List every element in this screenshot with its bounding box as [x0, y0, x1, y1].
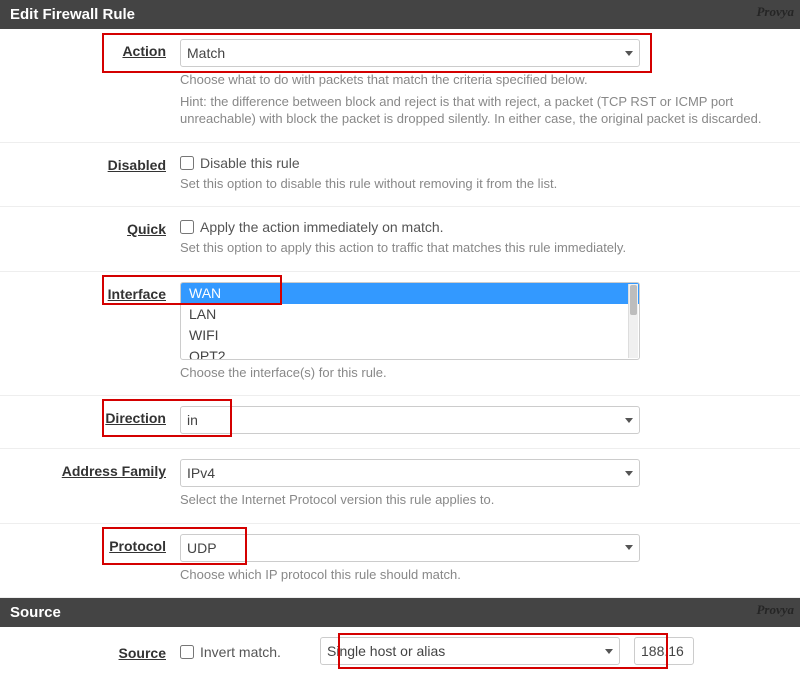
- source-address-input[interactable]: [634, 637, 694, 665]
- label-interface: Interface: [0, 282, 180, 302]
- row-quick: Quick Apply the action immediately on ma…: [0, 207, 800, 272]
- source-invert-checkbox[interactable]: [180, 645, 194, 659]
- interface-hint: Choose the interface(s) for this rule.: [180, 364, 790, 382]
- interface-scrollbar[interactable]: [628, 284, 638, 358]
- interface-listbox[interactable]: WAN LAN WIFI OPT2: [180, 282, 640, 360]
- direction-select[interactable]: in: [180, 406, 640, 434]
- label-address-family: Address Family: [0, 459, 180, 479]
- chevron-down-icon: [625, 471, 633, 476]
- watermark-source: Provya: [756, 602, 794, 618]
- source-type-select[interactable]: Single host or alias: [320, 637, 620, 665]
- label-quick: Quick: [0, 217, 180, 237]
- action-select[interactable]: Match: [180, 39, 640, 67]
- label-protocol: Protocol: [0, 534, 180, 554]
- action-hint2: Hint: the difference between block and r…: [180, 93, 790, 128]
- interface-option-opt2[interactable]: OPT2: [181, 346, 639, 360]
- label-action: Action: [0, 39, 180, 59]
- section-header-source: Source Provya: [0, 598, 800, 627]
- chevron-down-icon: [625, 51, 633, 56]
- direction-select-value: in: [187, 412, 198, 428]
- row-source: Source Invert match. Single host or alia…: [0, 627, 800, 679]
- protocol-select[interactable]: UDP: [180, 534, 640, 562]
- quick-checkbox-label: Apply the action immediately on match.: [200, 219, 444, 235]
- label-direction: Direction: [0, 406, 180, 426]
- section-header-edit-rule: Edit Firewall Rule Provya: [0, 0, 800, 29]
- chevron-down-icon: [625, 418, 633, 423]
- action-hint1: Choose what to do with packets that matc…: [180, 71, 790, 89]
- protocol-hint: Choose which IP protocol this rule shoul…: [180, 566, 790, 584]
- row-address-family: Address Family IPv4 Select the Internet …: [0, 449, 800, 524]
- row-direction: Direction in: [0, 396, 800, 449]
- row-action: Action Match Choose what to do with pack…: [0, 29, 800, 143]
- address-family-select[interactable]: IPv4: [180, 459, 640, 487]
- watermark: Provya: [756, 4, 794, 20]
- disabled-checkbox-label: Disable this rule: [200, 155, 300, 171]
- address-family-hint: Select the Internet Protocol version thi…: [180, 491, 790, 509]
- action-select-value: Match: [187, 45, 225, 61]
- label-disabled: Disabled: [0, 153, 180, 173]
- quick-checkbox[interactable]: [180, 220, 194, 234]
- quick-hint: Set this option to apply this action to …: [180, 239, 790, 257]
- section-title-source: Source: [10, 604, 61, 621]
- interface-option-wan[interactable]: WAN: [181, 283, 639, 304]
- interface-option-wifi[interactable]: WIFI: [181, 325, 639, 346]
- interface-option-lan[interactable]: LAN: [181, 304, 639, 325]
- address-family-select-value: IPv4: [187, 465, 215, 481]
- chevron-down-icon: [605, 649, 613, 654]
- row-disabled: Disabled Disable this rule Set this opti…: [0, 143, 800, 208]
- section-title: Edit Firewall Rule: [10, 6, 135, 23]
- row-protocol: Protocol UDP Choose which IP protocol th…: [0, 524, 800, 599]
- disabled-checkbox[interactable]: [180, 156, 194, 170]
- row-interface: Interface WAN LAN WIFI OPT2 Choose the i…: [0, 272, 800, 397]
- disabled-hint: Set this option to disable this rule wit…: [180, 175, 790, 193]
- label-source: Source: [0, 641, 180, 661]
- source-type-value: Single host or alias: [327, 643, 445, 659]
- protocol-select-value: UDP: [187, 540, 217, 556]
- source-invert-label: Invert match.: [200, 644, 281, 660]
- chevron-down-icon: [625, 545, 633, 550]
